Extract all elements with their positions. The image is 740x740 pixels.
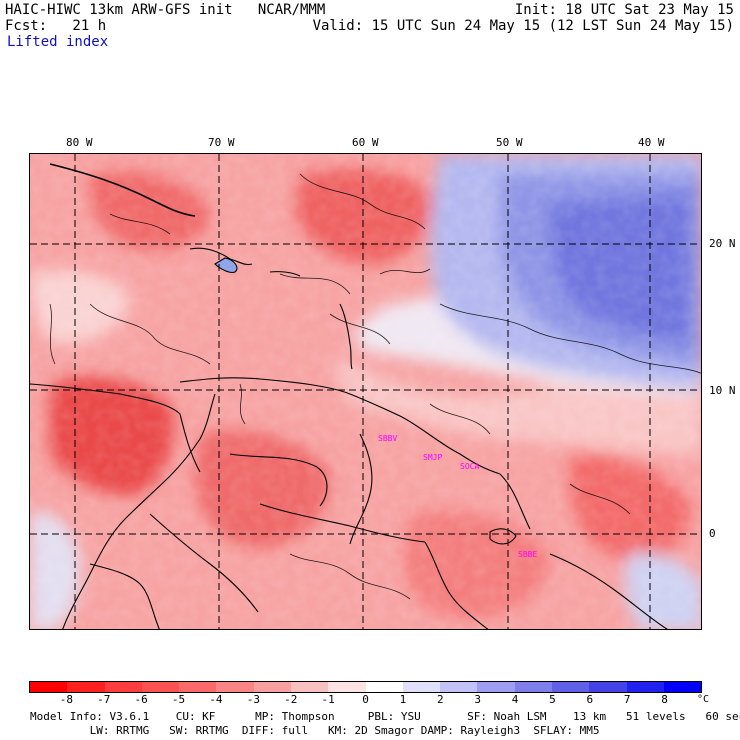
- station-label: SOCA: [460, 462, 480, 471]
- colorbar-tick-label: 6: [586, 693, 594, 706]
- lon-label: 80 W: [66, 136, 93, 149]
- station-label: SBBV: [378, 434, 398, 443]
- colorbar-tick-label: 7: [623, 693, 631, 706]
- station-label: SMJP: [423, 453, 443, 462]
- lon-label: 50 W: [496, 136, 523, 149]
- colorbar-tick-label: 1: [399, 693, 407, 706]
- map-panel: [29, 153, 702, 630]
- colorbar-tick-label: 2: [436, 693, 444, 706]
- coastlines: [30, 163, 668, 629]
- colorbar-swatch: [141, 682, 180, 692]
- model-info-line-2: LW: RRTMG SW: RRTMG DIFF: full KM: 2D Sm…: [30, 724, 600, 737]
- colorbar-swatch: [179, 682, 217, 692]
- forecast-hour: Fcst: 21 h: [5, 18, 107, 34]
- lat-label: 10 N: [709, 384, 736, 397]
- model-info-line-1: Model Info: V3.6.1 CU: KF MP: Thompson P…: [30, 710, 740, 723]
- colorbar-swatch: [551, 682, 590, 692]
- lat-label: 20 N: [709, 237, 736, 250]
- colorbar-tick-label: 5: [549, 693, 556, 706]
- colorbar-unit: °C: [697, 694, 710, 705]
- colorbar-tick-label: -8: [59, 693, 73, 706]
- colorbar-swatch: [663, 682, 702, 692]
- colorbar-swatch: [104, 682, 142, 692]
- lifted-index-map: [30, 154, 701, 629]
- colorbar-tick-label: 3: [474, 693, 481, 706]
- lon-label: 60 W: [352, 136, 379, 149]
- colorbar-swatch: [402, 682, 441, 692]
- colorbar-tick-label: -4: [209, 693, 223, 706]
- graticule: [30, 154, 701, 629]
- colorbar-swatch: [328, 682, 366, 692]
- colorbar-tick-label: 4: [511, 693, 519, 706]
- product-title: HAIC-HIWC 13km ARW-GFS init NCAR/MMM: [5, 2, 326, 18]
- colorbar-tick-label: -5: [171, 693, 186, 706]
- colorbar-tick-label: -7: [97, 693, 111, 706]
- valid-time: Valid: 15 UTC Sun 24 May 15 (12 LST Sun …: [312, 18, 734, 34]
- colorbar-swatch: [477, 682, 515, 692]
- colorbar-tick-label: -2: [284, 693, 298, 706]
- colorbar: [29, 681, 702, 693]
- colorbar-tick-label: -3: [246, 693, 260, 706]
- colorbar-tick-label: 0: [362, 693, 369, 706]
- colorbar-swatch: [30, 682, 68, 692]
- lon-label: 40 W: [638, 136, 665, 149]
- colorbar-swatch: [365, 682, 403, 692]
- colorbar-swatch: [589, 682, 627, 692]
- colorbar-swatch: [67, 682, 105, 692]
- lon-label: 70 W: [208, 136, 235, 149]
- lat-label: 0: [709, 527, 716, 540]
- colorbar-labels: -8 -7 -6 -5 -4 -3 -2 -1 0 1 2 3 4 5 6 7 8: [29, 694, 702, 707]
- colorbar-swatch: [253, 682, 291, 692]
- colorbar-tick-label: 8: [661, 693, 668, 706]
- field-name: Lifted index: [7, 34, 109, 50]
- texture: [30, 154, 701, 629]
- colorbar-swatch: [440, 682, 478, 692]
- contours: [49, 173, 701, 600]
- colorbar-swatch: [514, 682, 552, 692]
- colorbar-swatch: [626, 682, 664, 692]
- colorbar-swatch: [290, 682, 329, 692]
- colorbar-tick-label: -1: [321, 693, 335, 706]
- station-label: SBBE: [518, 550, 538, 559]
- colorbar-swatch: [216, 682, 254, 692]
- init-time: Init: 18 UTC Sat 23 May 15: [514, 2, 734, 18]
- colorbar-tick-label: -6: [134, 693, 148, 706]
